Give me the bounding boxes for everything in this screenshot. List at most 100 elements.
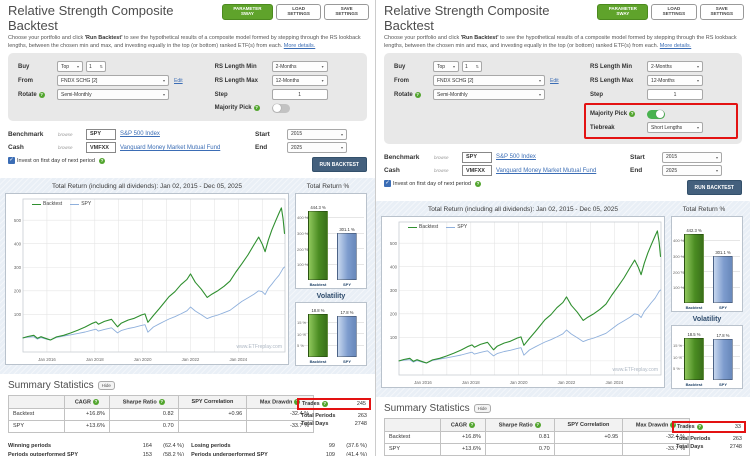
y-tick: 400 % bbox=[673, 238, 685, 244]
load-settings-button[interactable]: LOAD SETTINGS bbox=[275, 4, 322, 20]
benchmark-name-link[interactable]: S&P 500 Index bbox=[120, 131, 160, 138]
majority-pick-row: Majority Pick? bbox=[215, 103, 357, 113]
info-icon[interactable]: ? bbox=[321, 401, 328, 408]
legend-backtest-label: Backtest bbox=[43, 201, 63, 208]
y-tick: 10 % bbox=[297, 331, 307, 337]
backtest-return-bar: 442.3 % bbox=[684, 228, 704, 304]
info-icon[interactable]: ? bbox=[158, 398, 165, 405]
bar-value: 442.3 % bbox=[686, 228, 702, 234]
step-input[interactable]: 1 bbox=[271, 89, 328, 101]
cash-row: Cash browse VMFXX Vanguard Money Market … bbox=[8, 142, 221, 154]
parameter-sway-button[interactable]: PARAMETER SWAY bbox=[221, 4, 273, 20]
cash-name-link[interactable]: Vanguard Money Market Mutual Fund bbox=[496, 167, 597, 174]
majority-pick-toggle[interactable] bbox=[647, 109, 666, 119]
spy-return-bar: 301.1 % bbox=[337, 227, 357, 281]
browse-link[interactable]: browse bbox=[434, 154, 449, 160]
edit-portfolio-link[interactable]: Edit bbox=[550, 77, 559, 84]
info-icon[interactable]: ? bbox=[629, 111, 636, 118]
info-icon[interactable]: ? bbox=[253, 105, 260, 112]
save-settings-button[interactable]: SAVE SETTINGS bbox=[324, 4, 369, 20]
browse-link[interactable]: browse bbox=[58, 145, 73, 151]
table-row: SPY +13.6% 0.70 -33.7 % bbox=[384, 442, 690, 456]
buy-direction-select[interactable]: Top ▾ bbox=[433, 61, 459, 73]
majority-pick-row: Majority Pick? bbox=[590, 109, 732, 119]
save-settings-button[interactable]: SAVE SETTINGS bbox=[699, 4, 745, 20]
start-year-select[interactable]: 2015 ▾ bbox=[662, 151, 722, 163]
chevron-down-icon: ▾ bbox=[162, 92, 165, 98]
rs-length-max-select[interactable]: 12-Months ▾ bbox=[271, 75, 328, 87]
portfolio-select[interactable]: FNDX SCHG [2] ▾ bbox=[57, 75, 169, 87]
rs-length-min-label: RS Length Min bbox=[590, 63, 633, 70]
start-year-select[interactable]: 2015 ▾ bbox=[287, 128, 347, 140]
trades-label: Trades bbox=[677, 424, 695, 431]
rotate-value: Semi-Monthly bbox=[61, 91, 92, 98]
rs-length-min-select[interactable]: 2-Months ▾ bbox=[271, 61, 328, 73]
info-icon[interactable]: ? bbox=[696, 424, 703, 431]
rotate-select[interactable]: Semi-Monthly ▾ bbox=[433, 89, 545, 101]
browse-link[interactable]: browse bbox=[58, 131, 73, 137]
info-icon[interactable]: ? bbox=[38, 91, 45, 98]
info-icon[interactable]: ? bbox=[469, 421, 476, 428]
info-icon[interactable]: ? bbox=[93, 398, 100, 405]
info-icon[interactable]: ? bbox=[534, 421, 541, 428]
info-icon[interactable]: ? bbox=[474, 180, 481, 187]
cash-symbol-input[interactable]: VMFXX bbox=[86, 142, 116, 154]
cash-symbol-input[interactable]: VMFXX bbox=[462, 165, 492, 177]
stepper-icon[interactable]: ⇅ bbox=[475, 64, 479, 70]
cash-name-link[interactable]: Vanguard Money Market Mutual Fund bbox=[120, 144, 221, 151]
rs-length-max-select[interactable]: 12-Months ▾ bbox=[647, 75, 704, 87]
chevron-down-icon: ▾ bbox=[697, 125, 700, 131]
step-input[interactable]: 1 bbox=[647, 89, 704, 101]
browse-link[interactable]: browse bbox=[434, 168, 449, 174]
cash-label: Cash bbox=[384, 167, 400, 175]
chevron-down-icon: ▾ bbox=[715, 168, 718, 174]
benchmark-symbol-input[interactable]: SPY bbox=[86, 128, 116, 140]
more-details-link[interactable]: More details. bbox=[283, 42, 316, 49]
invest-checkbox[interactable]: ✓ bbox=[8, 157, 15, 165]
buy-direction-select[interactable]: Top ▾ bbox=[57, 61, 83, 73]
chart-legend: Backtest SPY bbox=[32, 201, 91, 207]
bar-x-label: SPY bbox=[718, 382, 727, 388]
svg-text:Jan 2016: Jan 2016 bbox=[414, 380, 432, 385]
invest-checkbox[interactable]: ✓ bbox=[384, 180, 391, 188]
legend-backtest-label: Backtest bbox=[419, 224, 439, 231]
end-year-select[interactable]: 2025 ▾ bbox=[287, 142, 347, 154]
run-backtest-button[interactable]: RUN BACKTEST bbox=[686, 180, 742, 196]
info-icon[interactable]: ? bbox=[98, 157, 105, 164]
run-backtest-button[interactable]: RUN BACKTEST bbox=[311, 157, 367, 173]
y-tick: 5 % bbox=[673, 366, 680, 372]
tiebreak-select[interactable]: Short Lengths ▾ bbox=[647, 122, 704, 134]
buy-count-input[interactable]: 1 ⇅ bbox=[462, 61, 482, 73]
info-icon[interactable]: ? bbox=[414, 91, 421, 98]
totals-panel: Trades? 245 Total Periods 263 Total Days… bbox=[297, 398, 371, 430]
buy-count-input[interactable]: 1 ⇅ bbox=[86, 61, 106, 73]
bar-x-label: Backtest bbox=[309, 359, 327, 365]
rotate-select[interactable]: Semi-Monthly ▾ bbox=[57, 89, 169, 101]
stepper-icon[interactable]: ⇅ bbox=[99, 64, 103, 70]
y-tick: 200 % bbox=[673, 269, 685, 275]
hide-button[interactable]: Hide bbox=[473, 404, 491, 414]
rs-length-min-select[interactable]: 2-Months ▾ bbox=[647, 61, 704, 73]
from-label: From bbox=[18, 77, 33, 84]
rs-length-max-label: RS Length Max bbox=[590, 77, 634, 84]
benchmark-name-link[interactable]: S&P 500 Index bbox=[496, 154, 536, 161]
load-settings-button[interactable]: LOAD SETTINGS bbox=[651, 4, 697, 20]
step-label: Step bbox=[214, 91, 228, 98]
y-tick: 200 % bbox=[297, 246, 309, 252]
hide-button[interactable]: Hide bbox=[97, 381, 115, 391]
chevron-down-icon: ▾ bbox=[340, 145, 343, 151]
parameter-sway-button[interactable]: PARAMETER SWAY bbox=[597, 4, 649, 20]
intro-text-part: to see the hypothetical results of a com… bbox=[8, 35, 361, 49]
settings-form: Buy Top ▾ 1 ⇅ From FNDX SCHG [2] ▾ Edit Rot… bbox=[384, 53, 742, 145]
stat-row: Periods outperformed SPY 153 (58.2 %) bbox=[8, 451, 184, 456]
svg-text:Jan 2022: Jan 2022 bbox=[558, 380, 576, 385]
edit-portfolio-link[interactable]: Edit bbox=[174, 77, 183, 84]
svg-text:200: 200 bbox=[390, 312, 398, 317]
portfolio-select[interactable]: FNDX SCHG [2] ▾ bbox=[433, 75, 545, 87]
bar-value: 17.8 % bbox=[340, 310, 354, 316]
majority-pick-toggle[interactable] bbox=[271, 103, 290, 113]
benchmark-symbol-input[interactable]: SPY bbox=[462, 151, 492, 163]
line-chart-canvas: 500 400 300 200 100 Jan 2016 Jan 2018 Jan 2020 J… bbox=[390, 221, 662, 385]
more-details-link[interactable]: More details. bbox=[659, 42, 692, 49]
end-year-select[interactable]: 2025 ▾ bbox=[662, 165, 722, 177]
